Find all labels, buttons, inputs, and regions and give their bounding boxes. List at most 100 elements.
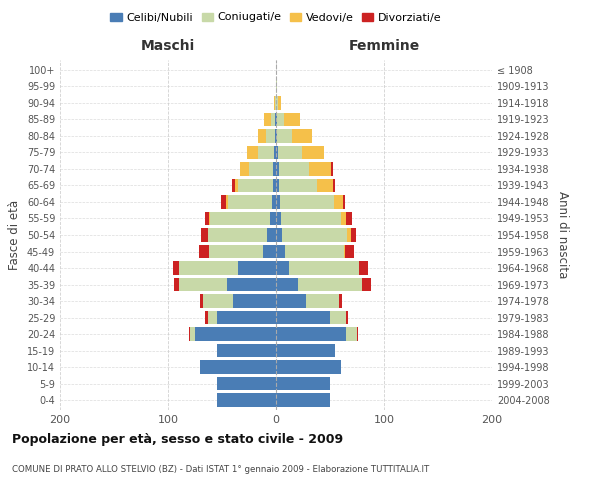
Bar — [278, 96, 281, 110]
Bar — [217, 377, 276, 390]
Bar — [266, 129, 275, 142]
Bar — [359, 261, 368, 275]
Text: Femmine: Femmine — [349, 38, 419, 52]
Bar — [346, 311, 349, 324]
Bar — [208, 228, 268, 242]
Bar — [317, 178, 333, 192]
Bar — [280, 195, 334, 209]
Bar — [306, 294, 338, 308]
Bar — [205, 311, 208, 324]
Bar — [357, 328, 358, 341]
Bar — [279, 162, 310, 175]
Bar — [281, 212, 341, 226]
Bar — [263, 244, 276, 258]
Bar — [235, 178, 238, 192]
Bar — [276, 178, 279, 192]
Bar — [217, 344, 276, 358]
Bar — [278, 146, 302, 159]
Bar — [221, 195, 226, 209]
Bar — [200, 294, 203, 308]
Bar — [275, 129, 276, 142]
Bar — [284, 244, 344, 258]
Bar — [190, 328, 195, 341]
Bar — [210, 212, 269, 226]
Bar — [275, 112, 276, 126]
Bar — [276, 344, 335, 358]
Bar — [188, 328, 190, 341]
Bar — [275, 96, 276, 110]
Bar — [277, 129, 292, 142]
Bar — [330, 311, 346, 324]
Bar — [292, 129, 311, 142]
Bar — [276, 112, 277, 126]
Y-axis label: Fasce di età: Fasce di età — [8, 200, 21, 270]
Bar — [217, 394, 276, 407]
Bar — [238, 261, 276, 275]
Bar — [276, 278, 298, 291]
Bar — [179, 278, 227, 291]
Text: Maschi: Maschi — [141, 38, 195, 52]
Bar — [276, 96, 278, 110]
Bar — [362, 278, 371, 291]
Bar — [276, 129, 277, 142]
Bar — [276, 377, 330, 390]
Bar — [195, 328, 276, 341]
Bar — [276, 80, 277, 93]
Bar — [203, 294, 233, 308]
Text: COMUNE DI PRATO ALLO STELVIO (BZ) - Dati ISTAT 1° gennaio 2009 - Elaborazione TU: COMUNE DI PRATO ALLO STELVIO (BZ) - Dati… — [12, 466, 429, 474]
Bar — [238, 178, 273, 192]
Bar — [276, 228, 283, 242]
Bar — [302, 146, 323, 159]
Bar — [272, 195, 276, 209]
Bar — [346, 328, 357, 341]
Bar — [276, 360, 341, 374]
Bar — [343, 195, 345, 209]
Bar — [284, 112, 300, 126]
Bar — [350, 228, 356, 242]
Bar — [273, 178, 276, 192]
Bar — [173, 261, 179, 275]
Bar — [271, 112, 275, 126]
Bar — [249, 162, 273, 175]
Bar — [274, 96, 275, 110]
Bar — [276, 311, 330, 324]
Bar — [257, 129, 266, 142]
Bar — [175, 278, 179, 291]
Bar — [179, 261, 238, 275]
Bar — [276, 146, 278, 159]
Bar — [232, 178, 235, 192]
Bar — [345, 244, 354, 258]
Bar — [346, 212, 352, 226]
Bar — [276, 394, 330, 407]
Bar — [205, 212, 209, 226]
Bar — [341, 212, 346, 226]
Bar — [276, 261, 289, 275]
Bar — [276, 195, 280, 209]
Bar — [347, 228, 350, 242]
Bar — [274, 146, 276, 159]
Bar — [276, 294, 306, 308]
Bar — [277, 112, 284, 126]
Bar — [279, 178, 317, 192]
Bar — [217, 311, 276, 324]
Bar — [283, 228, 347, 242]
Legend: Celibi/Nubili, Coniugati/e, Vedovi/e, Divorziati/e: Celibi/Nubili, Coniugati/e, Vedovi/e, Di… — [106, 8, 446, 27]
Bar — [338, 294, 342, 308]
Bar — [199, 244, 209, 258]
Bar — [333, 178, 335, 192]
Bar — [276, 328, 346, 341]
Bar — [268, 228, 276, 242]
Bar — [273, 162, 276, 175]
Bar — [209, 212, 210, 226]
Bar — [331, 162, 333, 175]
Bar — [264, 112, 271, 126]
Bar — [310, 162, 331, 175]
Bar — [247, 146, 257, 159]
Bar — [208, 311, 217, 324]
Bar — [200, 360, 276, 374]
Y-axis label: Anni di nascita: Anni di nascita — [556, 192, 569, 278]
Bar — [233, 294, 276, 308]
Bar — [226, 195, 229, 209]
Bar — [276, 212, 281, 226]
Bar — [209, 244, 263, 258]
